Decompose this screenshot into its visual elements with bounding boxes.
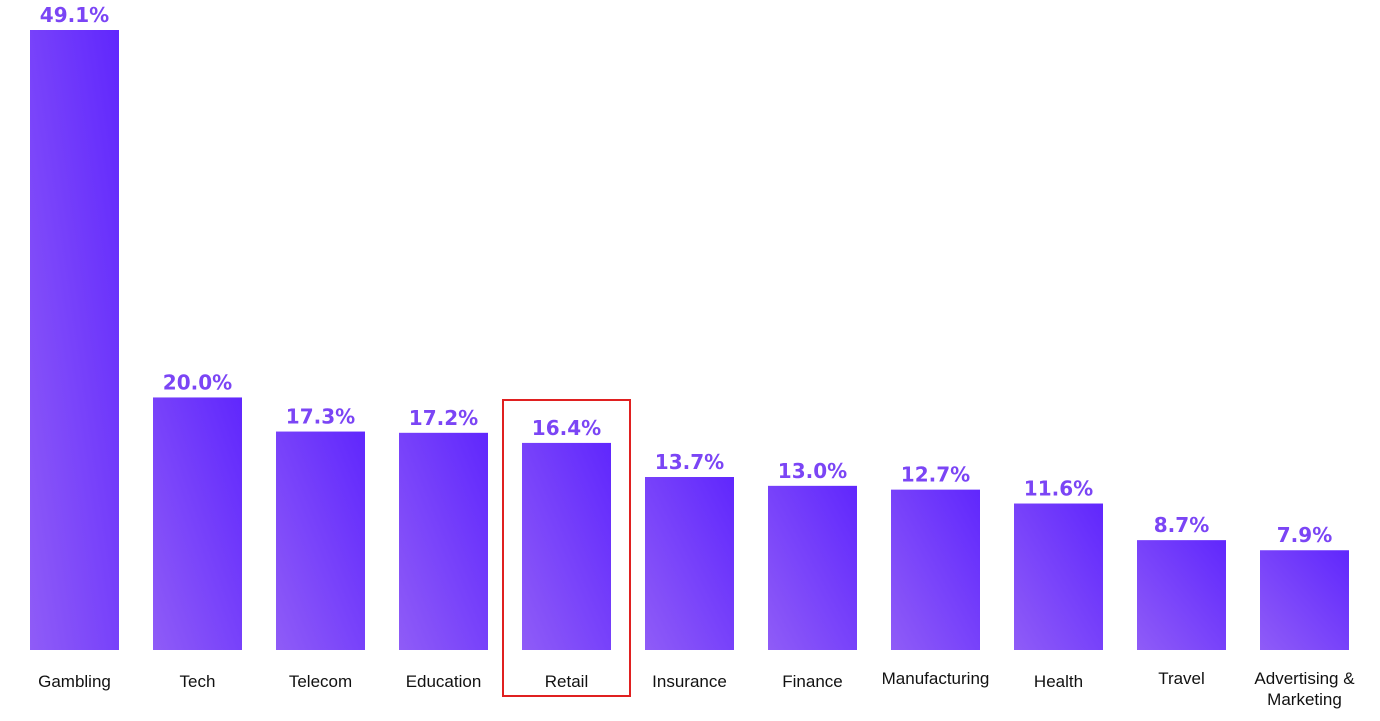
bar-telecom (276, 431, 365, 650)
highlight-box (502, 399, 631, 697)
bar-health (1014, 503, 1103, 650)
category-label-gambling: Gambling (38, 672, 111, 691)
category-label-advertising-and-marketing: Advertising & Marketing (1254, 669, 1355, 709)
category-label-education: Education (406, 672, 482, 691)
bar-education (399, 432, 488, 650)
category-labels-group: Gambling Tech Telecom Education Retail Insura… (38, 669, 1355, 709)
value-label-manufacturing: 12.7% (901, 463, 970, 487)
bar-gambling (30, 30, 119, 650)
value-label-retail: 16.4% (532, 416, 601, 440)
bar-advertising-and-marketing (1260, 550, 1349, 650)
bar-finance (768, 485, 857, 650)
category-label-tech: Tech (180, 672, 216, 691)
value-label-gambling: 49.1% (40, 3, 109, 27)
value-labels-group: 49.1% 20.0% 17.3% 17.2% 16.4% 13.7% 13.0% 12.7%… (40, 3, 1332, 547)
value-label-finance: 13.0% (778, 459, 847, 483)
value-label-travel: 8.7% (1154, 513, 1209, 537)
category-label-manufacturing: Manufacturing (882, 669, 990, 688)
value-label-insurance: 13.7% (655, 450, 724, 474)
category-label-retail: Retail (545, 672, 588, 691)
bar-insurance (645, 477, 734, 650)
value-label-telecom: 17.3% (286, 405, 355, 429)
bar-tech (153, 397, 242, 650)
category-label-insurance: Insurance (652, 672, 727, 691)
bar-travel (1137, 540, 1226, 650)
category-label-finance: Finance (782, 672, 842, 691)
value-label-education: 17.2% (409, 406, 478, 430)
category-label-travel: Travel (1158, 669, 1205, 688)
category-label-telecom: Telecom (289, 672, 352, 691)
bar-retail (522, 442, 611, 650)
category-label-health: Health (1034, 672, 1083, 691)
value-label-tech: 20.0% (163, 370, 232, 394)
bars-group (30, 30, 1349, 650)
value-label-advertising-and-marketing: 7.9% (1277, 523, 1332, 547)
bar-manufacturing (891, 489, 980, 650)
value-label-health: 11.6% (1024, 477, 1093, 501)
